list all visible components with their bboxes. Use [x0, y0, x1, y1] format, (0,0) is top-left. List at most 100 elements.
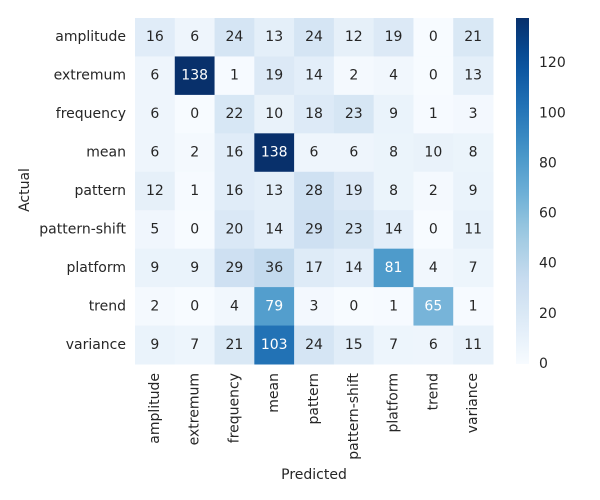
colorbar-tick-labels: 0 20 40 60 80 100 120: [539, 55, 566, 372]
heatmap-cell: [174, 171, 216, 211]
heatmap-cell: [373, 18, 414, 57]
heatmap-cell-value: 2: [429, 183, 438, 199]
x-tick-label: amplitude: [147, 373, 163, 444]
heatmap-cell-value: 8: [389, 183, 398, 199]
heatmap-cell: [214, 133, 255, 173]
heatmap-cell-value: 16: [226, 145, 244, 161]
heatmap-cell-value: 3: [310, 298, 319, 314]
heatmap-cell-value: 1: [389, 298, 398, 314]
heatmap-cell: [214, 94, 255, 134]
heatmap-cell-value: 18: [305, 106, 323, 122]
heatmap-cell-value: 14: [305, 68, 323, 84]
heatmap-cell-value: 23: [345, 106, 363, 122]
heatmap-cell-value: 16: [226, 183, 244, 199]
heatmap-cell: [294, 171, 335, 211]
heatmap-cell-value: 28: [305, 183, 323, 199]
heatmap-cell-value: 1: [469, 298, 478, 314]
heatmap-cell-value: 8: [469, 145, 478, 161]
y-tick-label: platform: [67, 260, 127, 276]
heatmap-cell-value: 2: [349, 68, 358, 84]
heatmap-cell-value: 6: [310, 145, 319, 161]
heatmap-cell-value: 81: [385, 260, 403, 276]
heatmap-cell: [333, 171, 375, 211]
heatmap-cell: [333, 133, 375, 173]
heatmap-cell: [254, 56, 295, 96]
heatmap-cell: [413, 133, 454, 173]
heatmap-cell: [453, 56, 494, 96]
heatmap-cell-value: 5: [150, 221, 159, 237]
heatmap-cell: [254, 133, 295, 173]
heatmap-cell: [413, 325, 454, 365]
heatmap-cell: [294, 325, 335, 365]
heatmap-cell: [413, 248, 454, 288]
heatmap-cell: [453, 18, 494, 57]
x-tick-label: mean: [266, 373, 282, 413]
x-tick-label: extremum: [187, 373, 203, 445]
heatmap-cell: [214, 325, 255, 365]
heatmap-cell-value: 14: [385, 221, 403, 237]
x-tick-label: pattern: [306, 373, 322, 424]
heatmap-cell-value: 0: [190, 298, 199, 314]
heatmap-cell-value: 13: [265, 29, 283, 45]
heatmap-cell: [453, 248, 494, 288]
heatmap-cell: [174, 18, 216, 57]
heatmap-cell-value: 14: [265, 221, 283, 237]
heatmap-cell: [333, 56, 375, 96]
heatmap-cell-value: 29: [226, 260, 244, 276]
heatmap-cell: [214, 248, 255, 288]
heatmap-cell-value: 1: [429, 106, 438, 122]
heatmap-cell-value: 29: [305, 221, 323, 237]
heatmap-cell-value: 9: [190, 260, 199, 276]
x-axis-tick-labels: amplitude extremum frequency mean pattern pat…: [147, 373, 481, 460]
heatmap-cell: [413, 94, 454, 134]
heatmap-cell: [413, 171, 454, 211]
heatmap-cell-value: 6: [150, 68, 159, 84]
heatmap-cell-value: 13: [265, 183, 283, 199]
heatmap-cell: [254, 325, 295, 365]
colorbar: [516, 18, 529, 364]
heatmap-cells: [135, 18, 494, 365]
heatmap-cell-value: 4: [230, 298, 239, 314]
heatmap-cell-value: 138: [261, 145, 288, 161]
heatmap-cell-value: 65: [424, 298, 442, 314]
heatmap-cell: [294, 287, 335, 327]
y-axis-tick-labels: amplitude extremum frequency mean pattern pat…: [39, 29, 126, 353]
heatmap-cell: [254, 287, 295, 327]
heatmap-cell: [135, 210, 176, 250]
heatmap-cell-value: 23: [345, 221, 363, 237]
colorbar-tick-label: 100: [539, 105, 566, 121]
heatmap-cell: [333, 325, 375, 365]
y-tick-label: pattern-shift: [39, 221, 126, 237]
heatmap-cell: [135, 94, 176, 134]
heatmap-cell: [135, 325, 176, 365]
colorbar-tick-label: 60: [539, 206, 557, 222]
colorbar-tick-label: 20: [539, 306, 557, 322]
heatmap-cell-value: 19: [345, 183, 363, 199]
heatmap-cell-value: 4: [389, 68, 398, 84]
heatmap-cell-value: 19: [265, 68, 283, 84]
heatmap-cell: [214, 18, 255, 57]
heatmap-cell-value: 36: [265, 260, 283, 276]
x-tick-label: variance: [465, 373, 481, 433]
heatmap-cell-value: 12: [345, 29, 363, 45]
heatmap-cell-value: 7: [469, 260, 478, 276]
x-tick-label: pattern-shift: [346, 373, 362, 460]
heatmap-cell-value: 2: [150, 298, 159, 314]
heatmap-cell-value: 6: [150, 106, 159, 122]
x-axis-title: Predicted: [281, 467, 347, 483]
heatmap-cell-value: 0: [190, 106, 199, 122]
heatmap-cell: [214, 56, 255, 96]
heatmap-cell-value: 7: [389, 337, 398, 353]
heatmap-cell-value: 0: [429, 29, 438, 45]
heatmap-cell-value: 9: [469, 183, 478, 199]
heatmap-cell-value: 9: [389, 106, 398, 122]
heatmap-cell: [373, 325, 414, 365]
heatmap-cell: [453, 133, 494, 173]
heatmap-cell: [214, 210, 255, 250]
y-tick-label: extremum: [54, 68, 126, 84]
heatmap-cell-value: 21: [464, 29, 482, 45]
heatmap-cell: [214, 171, 255, 211]
heatmap-cell-value: 12: [146, 183, 164, 199]
heatmap-cell: [413, 18, 454, 57]
heatmap-cell: [174, 133, 216, 173]
